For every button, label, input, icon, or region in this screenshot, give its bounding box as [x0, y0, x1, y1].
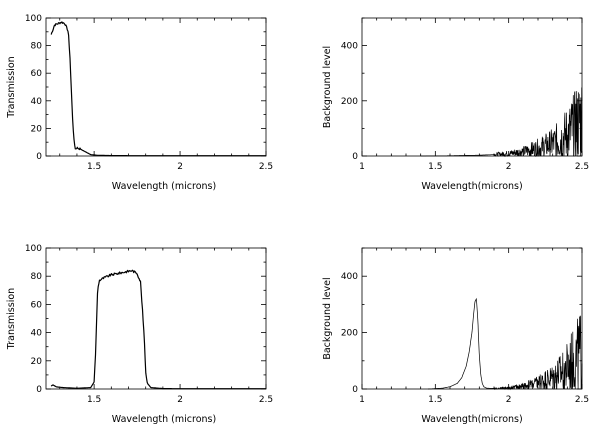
- data-series-line: [420, 87, 583, 158]
- y-tick-label: 100: [25, 244, 42, 254]
- chart-panel-bl: 1.5 2 2.5 0 20 40 60 80 100 Wavelength (microns) T…: [6, 244, 273, 425]
- chart-panel-tr: 1 1.5 2 2.5 0 200 400 Wavelength(microns) Backgr…: [322, 17, 589, 192]
- x-tick-label: 2.5: [575, 395, 589, 405]
- plot-frame: [45, 247, 267, 390]
- data-series-line: [50, 21, 266, 157]
- y-axis-label: Background level: [322, 277, 333, 359]
- x-tick-label: 2: [506, 395, 512, 405]
- x-tick-label: 2: [506, 162, 512, 172]
- x-tick-label: 2.5: [575, 162, 589, 172]
- x-tick-label: 1.5: [87, 162, 101, 172]
- y-tick-label: 60: [31, 69, 43, 79]
- y-tick-label: 0: [36, 152, 42, 162]
- x-tick-label: 2.5: [259, 395, 273, 405]
- x-tick-label: 2.5: [259, 162, 273, 172]
- y-axis-label: Background level: [322, 46, 333, 128]
- y-axis-label: Transmission: [6, 56, 17, 118]
- y-tick-label: 80: [31, 42, 43, 52]
- x-axis-label: Wavelength(microns): [421, 181, 522, 192]
- plot-frame: [361, 247, 583, 390]
- x-tick-label: 2: [177, 395, 183, 405]
- x-tick-label: 1.5: [428, 162, 442, 172]
- x-axis-label: Wavelength (microns): [112, 181, 216, 192]
- y-tick-label: 200: [341, 97, 358, 107]
- chart-panel-br: 1 1.5 2 2.5 0 200 400 Wavelength(microns) Backgr…: [322, 247, 589, 425]
- y-tick-label: 200: [341, 329, 358, 339]
- y-tick-label: 0: [352, 152, 358, 162]
- x-axis-label: Wavelength(microns): [421, 414, 522, 425]
- y-tick-label: 20: [31, 357, 43, 367]
- plot-frame: [45, 17, 267, 157]
- y-tick-label: 40: [31, 97, 43, 107]
- x-tick-label: 1: [359, 162, 365, 172]
- plot-frame: [361, 17, 583, 157]
- x-tick-label: 1.5: [428, 395, 442, 405]
- y-tick-label: 60: [31, 300, 43, 310]
- y-tick-label: 0: [36, 385, 42, 395]
- y-tick-label: 80: [31, 272, 43, 282]
- chart-panel-tl: 1.5 2 2.5 0 20 40 60 80 100 Wavelength (microns) T…: [6, 14, 273, 192]
- data-series-line: [428, 297, 583, 391]
- y-tick-label: 400: [341, 272, 358, 282]
- x-tick-label: 2: [177, 162, 183, 172]
- y-tick-label: 40: [31, 329, 43, 339]
- x-tick-label: 1: [359, 395, 365, 405]
- y-axis-label: Transmission: [6, 288, 17, 350]
- x-axis-label: Wavelength (microns): [112, 414, 216, 425]
- y-tick-label: 20: [31, 124, 43, 134]
- y-tick-label: 0: [352, 385, 358, 395]
- x-tick-label: 1.5: [87, 395, 101, 405]
- data-series-line: [50, 269, 266, 390]
- y-tick-label: 400: [341, 42, 358, 52]
- y-tick-label: 100: [25, 14, 42, 24]
